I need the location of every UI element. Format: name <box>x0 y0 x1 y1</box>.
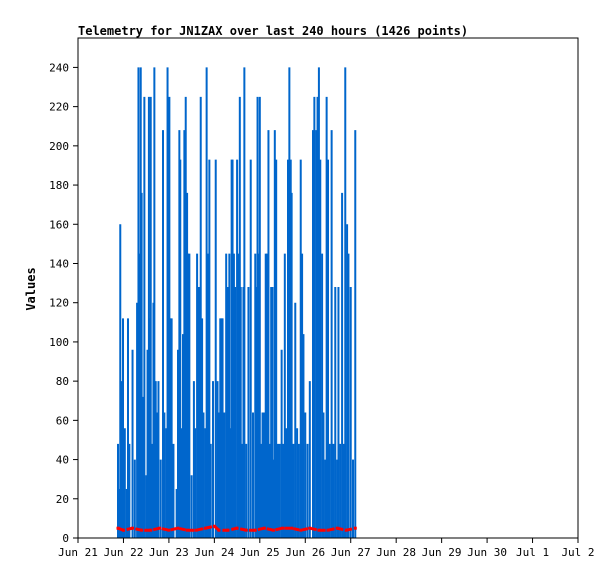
y-axis-label: Values <box>24 267 38 310</box>
series-1-point <box>262 526 266 530</box>
x-tick-label: Jun 28 <box>376 546 416 559</box>
y-tick-label: 60 <box>56 414 69 427</box>
series-1-point <box>149 528 153 532</box>
series-1-point <box>290 526 294 530</box>
x-tick-label: Jun 29 <box>422 546 462 559</box>
y-tick-label: 20 <box>56 493 69 506</box>
x-tick-label: Jul 1 <box>516 546 549 559</box>
x-tick-label: Jun 21 <box>58 546 98 559</box>
series-1-point <box>167 528 171 532</box>
y-tick-label: 140 <box>49 257 69 270</box>
x-tick-label: Jun 22 <box>104 546 144 559</box>
series-1-point <box>131 526 135 530</box>
y-tick-label: 200 <box>49 140 69 153</box>
series-1-point <box>271 528 275 532</box>
series-1-point <box>185 528 189 532</box>
series-1-point <box>353 526 357 530</box>
x-tick-label: Jun 30 <box>467 546 507 559</box>
series-1-line <box>117 524 356 532</box>
series-1-point <box>212 524 216 528</box>
series-1-point <box>281 526 285 530</box>
chart-title: Telemetry for JN1ZAX over last 240 hours… <box>78 24 468 38</box>
series-1-point <box>244 528 248 532</box>
series-1-point <box>140 528 144 532</box>
y-tick-label: 80 <box>56 375 69 388</box>
series-1-point <box>235 526 239 530</box>
x-tick-label: Jun 26 <box>285 546 325 559</box>
series-1-point <box>176 526 180 530</box>
series-1-point <box>158 526 162 530</box>
series-1-point <box>326 528 330 532</box>
y-tick-label: 180 <box>49 179 69 192</box>
x-axis-ticks: Jun 21 Jun 22 Jun 23 Jun 24 Jun 25 Jun 26 Jun … <box>58 538 595 559</box>
series-1-point <box>308 526 312 530</box>
y-axis-ticks: 0 20 40 60 80 100 120 140 160 180 200 220 240 <box>49 61 78 545</box>
y-tick-label: 160 <box>49 218 69 231</box>
series-1-point <box>121 528 125 532</box>
series-1-point <box>344 528 348 532</box>
y-tick-label: 100 <box>49 336 69 349</box>
series-1-point <box>226 528 230 532</box>
series-1-point <box>116 526 120 530</box>
x-tick-label: Jun 24 <box>194 546 234 559</box>
x-tick-label: Jun 25 <box>240 546 280 559</box>
y-tick-label: 0 <box>62 532 69 545</box>
y-tick-label: 240 <box>49 61 69 74</box>
plot-frame <box>77 37 579 539</box>
y-tick-label: 120 <box>49 297 69 310</box>
y-tick-label: 220 <box>49 101 69 114</box>
x-tick-label: Jun 23 <box>149 546 189 559</box>
series-1-point <box>194 528 198 532</box>
series-1-point <box>317 528 321 532</box>
series-layer <box>116 67 357 538</box>
y-tick-label: 40 <box>56 454 69 467</box>
series-1-point <box>253 528 257 532</box>
series-1-point <box>335 526 339 530</box>
series-1-point <box>299 528 303 532</box>
series-1-point <box>217 528 221 532</box>
x-tick-label: Jul 2 <box>561 546 594 559</box>
series-1-point <box>203 526 207 530</box>
x-tick-label: Jun 27 <box>331 546 371 559</box>
